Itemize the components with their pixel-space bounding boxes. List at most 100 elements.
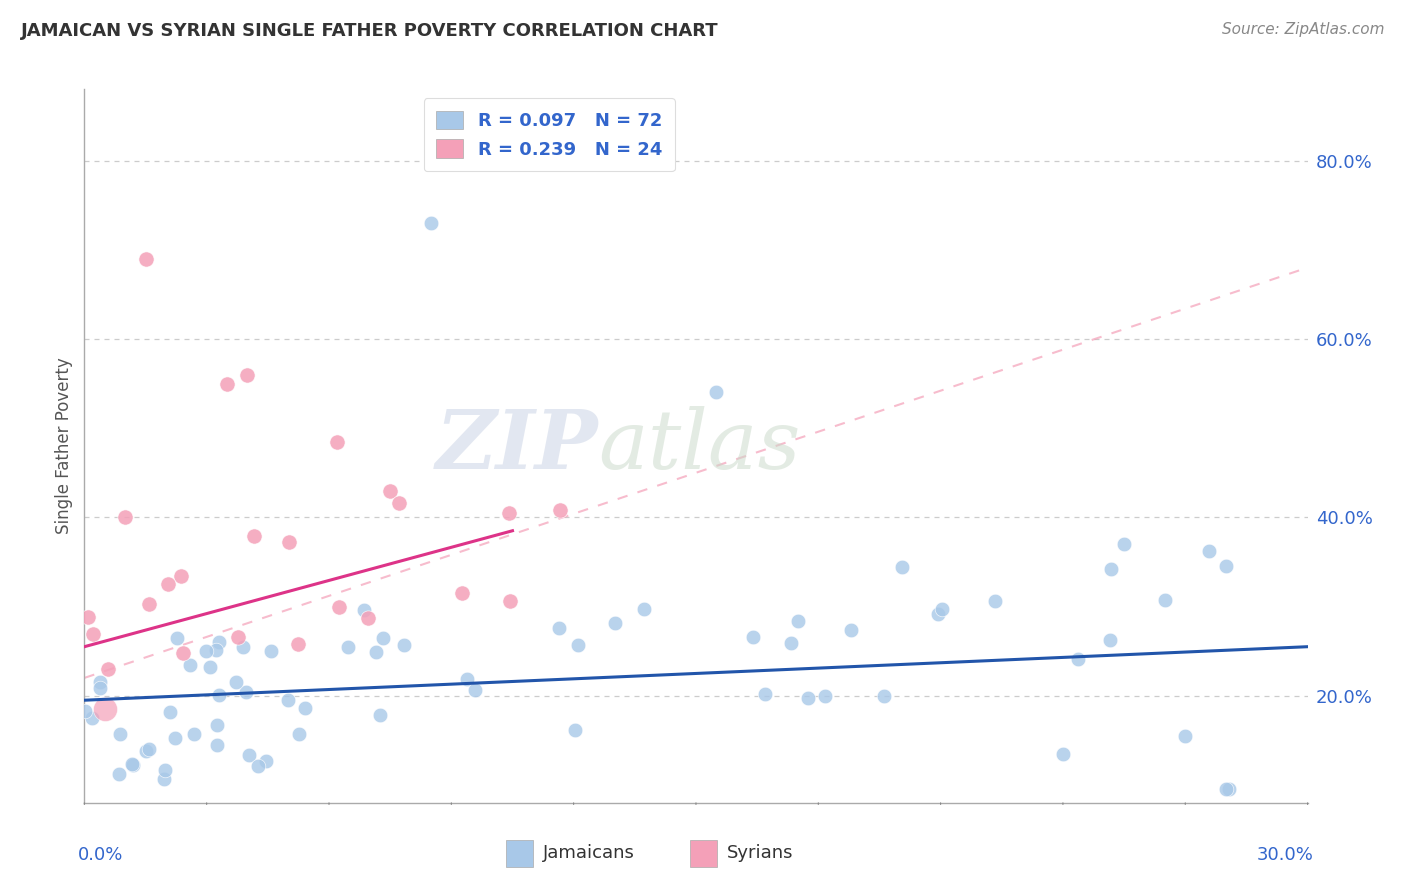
Text: 30.0%: 30.0%: [1257, 846, 1313, 863]
Point: [294, 701, 316, 715]
Point: [93, 702, 115, 716]
Point: [288, 727, 311, 741]
Point: [742, 630, 765, 644]
Point: [891, 560, 914, 574]
Text: ZIP: ZIP: [436, 406, 598, 486]
Point: [110, 727, 132, 741]
Point: [1198, 544, 1220, 558]
Point: [706, 385, 728, 400]
Point: [927, 607, 949, 621]
Point: [172, 646, 194, 660]
Point: [420, 216, 443, 230]
Point: [368, 707, 391, 722]
Point: [277, 534, 299, 549]
Point: [1174, 729, 1197, 743]
Point: [205, 642, 228, 657]
Point: [135, 744, 157, 758]
Point: [108, 767, 131, 781]
Point: [326, 434, 349, 449]
Point: [122, 758, 145, 772]
Point: [1099, 562, 1122, 576]
Point: [236, 368, 259, 382]
Point: [156, 577, 179, 591]
Point: [205, 718, 228, 732]
Point: [166, 632, 188, 646]
Point: [1067, 652, 1090, 666]
Point: [548, 503, 571, 517]
Point: [1154, 593, 1177, 607]
Point: [121, 756, 143, 771]
Point: [217, 376, 239, 391]
Text: Jamaicans: Jamaicans: [543, 844, 636, 862]
Point: [388, 496, 411, 510]
Point: [287, 637, 309, 651]
Point: [547, 621, 569, 635]
Point: [872, 689, 894, 703]
Point: [89, 674, 111, 689]
Point: [450, 586, 472, 600]
Point: [499, 594, 522, 608]
Point: [232, 640, 254, 655]
Point: [779, 636, 801, 650]
Text: 0.0%: 0.0%: [79, 846, 124, 863]
Point: [89, 681, 111, 696]
Point: [179, 658, 201, 673]
Point: [80, 711, 103, 725]
Text: Syrians: Syrians: [727, 844, 793, 862]
Point: [1218, 782, 1240, 797]
Point: [1114, 537, 1136, 551]
Point: [226, 630, 249, 644]
Point: [754, 687, 776, 701]
Point: [605, 616, 627, 631]
Point: [364, 645, 387, 659]
Point: [138, 597, 160, 611]
Point: [1215, 782, 1237, 797]
Point: [357, 611, 380, 625]
Text: Source: ZipAtlas.com: Source: ZipAtlas.com: [1222, 22, 1385, 37]
Point: [353, 602, 375, 616]
Point: [195, 644, 218, 658]
Point: [456, 672, 478, 686]
Point: [814, 689, 837, 703]
Point: [797, 691, 820, 706]
Point: [235, 685, 257, 699]
Point: [198, 660, 221, 674]
Point: [207, 738, 229, 752]
Point: [380, 483, 402, 498]
Point: [159, 705, 181, 719]
Point: [153, 763, 176, 777]
Point: [243, 529, 266, 543]
Point: [984, 594, 1007, 608]
Point: [114, 510, 136, 524]
Point: [1215, 559, 1237, 574]
Legend: R = 0.097   N = 72, R = 0.239   N = 24: R = 0.097 N = 72, R = 0.239 N = 24: [423, 98, 675, 171]
Point: [1052, 747, 1074, 761]
Point: [277, 693, 299, 707]
Text: atlas: atlas: [598, 406, 800, 486]
Point: [97, 662, 120, 676]
Point: [337, 640, 360, 655]
FancyBboxPatch shape: [690, 840, 717, 867]
Point: [225, 675, 247, 690]
Point: [931, 602, 953, 616]
Point: [183, 727, 205, 741]
Point: [564, 723, 586, 737]
Point: [1099, 632, 1122, 647]
Point: [567, 638, 589, 652]
Point: [246, 759, 269, 773]
Y-axis label: Single Father Poverty: Single Father Poverty: [55, 358, 73, 534]
Point: [208, 634, 231, 648]
Point: [170, 569, 193, 583]
Point: [464, 683, 486, 698]
Point: [77, 610, 100, 624]
Point: [153, 772, 176, 786]
Point: [75, 704, 97, 718]
Point: [633, 601, 655, 615]
Point: [238, 747, 260, 762]
Point: [138, 742, 160, 756]
Point: [371, 632, 394, 646]
Point: [498, 507, 520, 521]
Point: [163, 731, 186, 745]
Point: [787, 614, 810, 628]
Point: [82, 626, 104, 640]
